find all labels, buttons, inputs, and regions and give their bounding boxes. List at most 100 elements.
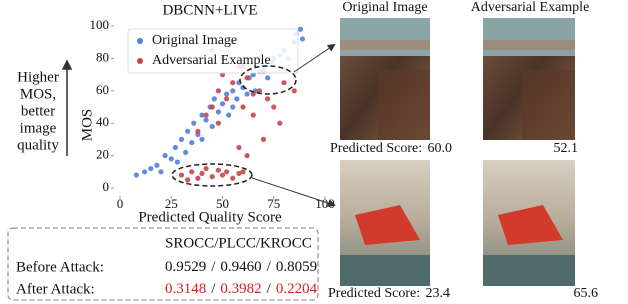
point (226, 113, 231, 118)
score-label: Predicted Score: (328, 286, 420, 301)
x-axis-label: Predicted Quality Score (138, 209, 282, 225)
point (210, 124, 215, 129)
point (189, 169, 194, 174)
table-header: SROCC/PLCC/KROCC (165, 235, 312, 251)
image-adversarial-bottom (483, 160, 575, 286)
point (134, 172, 139, 177)
point (216, 168, 221, 173)
note-line: Higher (17, 69, 59, 85)
point (154, 163, 159, 168)
point (240, 169, 245, 174)
score-label: Predicted Score: (330, 141, 422, 156)
point (230, 104, 235, 109)
note-line: image (20, 120, 57, 136)
score: 23.4 (426, 286, 451, 301)
point (251, 113, 256, 118)
point (220, 101, 225, 106)
point (173, 145, 178, 150)
point (204, 166, 209, 171)
point (224, 91, 229, 96)
figure: DBCNN+LIVE Predicted Quality Score MOS H… (0, 0, 628, 304)
point (183, 150, 188, 155)
note-line: quality (17, 137, 59, 153)
point (195, 176, 200, 181)
arrow (294, 45, 334, 72)
image-original-top (340, 18, 430, 140)
metric-value: 0.3148 (165, 281, 206, 297)
point (204, 113, 209, 118)
y-tick-label: 20 (96, 147, 109, 162)
point (224, 96, 229, 101)
point (240, 104, 245, 109)
row-values: 0.9529/0.9460/0.8059 (165, 259, 317, 275)
metric-value: 0.9460 (220, 259, 261, 275)
metric-value: 0.9529 (165, 259, 206, 275)
y-tick-label: 0 (103, 179, 110, 194)
image-adversarial-top (483, 18, 575, 140)
arrow (252, 178, 334, 205)
point (224, 169, 229, 174)
point (210, 104, 215, 109)
point (265, 75, 270, 80)
y-tick-label: 80 (96, 49, 109, 64)
x-tick-label: 75 (267, 196, 280, 211)
point (189, 140, 194, 145)
column-title: Original Image (342, 0, 427, 15)
separator: / (211, 259, 216, 275)
metric-value: 0.3982 (220, 281, 261, 297)
image-original-bottom (340, 160, 430, 286)
point (185, 177, 190, 182)
point (220, 172, 225, 177)
point (191, 121, 196, 126)
legend-label: Adversarial Example (152, 53, 271, 68)
note-line: MOS, (20, 86, 56, 102)
point (210, 174, 215, 179)
point (199, 137, 204, 142)
score: 60.0 (428, 141, 453, 156)
point (195, 129, 200, 134)
y-tick-label: 60 (96, 82, 109, 97)
point (236, 145, 241, 150)
separator: / (267, 259, 272, 275)
point (234, 96, 239, 101)
point (216, 109, 221, 114)
x-tick-label: 50 (216, 196, 229, 211)
point (204, 117, 209, 122)
point (169, 156, 174, 161)
table: Before Attack:0.9529/0.9460/0.8059After … (16, 259, 318, 297)
point (216, 121, 221, 126)
separator: / (211, 281, 216, 297)
point (300, 36, 305, 41)
point (163, 153, 168, 158)
legend-marker (137, 38, 143, 44)
x-tick-label: 100 (315, 196, 335, 211)
row-label: After Attack: (16, 281, 95, 297)
column-title: Adversarial Example (471, 0, 590, 15)
point (245, 75, 250, 80)
point (281, 80, 286, 85)
y-tick-label: 40 (96, 114, 109, 129)
point (212, 96, 217, 101)
point (230, 80, 235, 85)
point (271, 104, 276, 109)
point (292, 88, 297, 93)
point (179, 172, 184, 177)
score: 65.6 (574, 286, 599, 301)
score: 52.1 (554, 141, 579, 156)
x-tick-label: 25 (165, 196, 178, 211)
legend-label: Original Image (152, 33, 237, 48)
point (261, 137, 266, 142)
point (230, 176, 235, 181)
point (185, 129, 190, 134)
separator: / (267, 281, 272, 297)
point (179, 137, 184, 142)
point (245, 91, 250, 96)
row-label: Before Attack: (16, 259, 104, 275)
point (265, 96, 270, 101)
metric-value: 0.8059 (276, 259, 317, 275)
row-values: 0.3148/0.3982/0.2204 (165, 281, 318, 297)
metric-value: 0.2204 (276, 281, 318, 297)
point (245, 153, 250, 158)
y-tick-label: 100 (90, 17, 110, 32)
